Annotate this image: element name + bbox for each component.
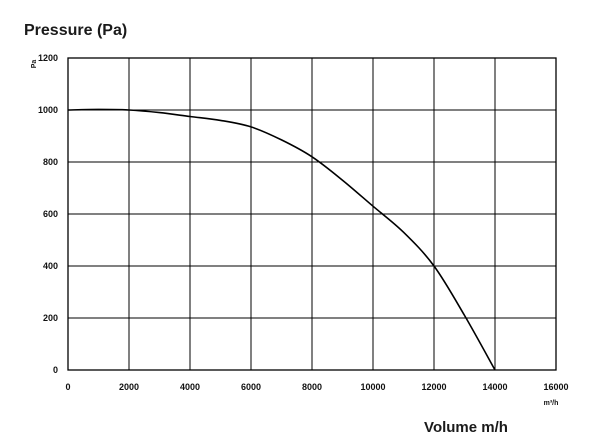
y-tick-label: 0 [53,365,58,375]
chart-title: Pressure (Pa) [24,22,127,39]
x-tick-label: 8000 [302,382,322,392]
x-axis-title: Volume m/h [424,419,508,436]
x-tick-label: 10000 [360,382,385,392]
y-axis-unit: Pa [31,60,38,69]
y-tick-label: 800 [43,157,58,167]
y-tick-label: 1200 [38,53,58,63]
x-axis: 0 2000 4000 6000 8000 10000 12000 14000 16000 [65,382,568,392]
x-tick-label: 12000 [421,382,446,392]
x-axis-unit: m³/h [544,400,559,407]
x-tick-label: 14000 [482,382,507,392]
x-tick-label: 0 [65,382,70,392]
y-tick-label: 1000 [38,105,58,115]
x-tick-label: 2000 [119,382,139,392]
y-tick-label: 400 [43,261,58,271]
pressure-curve-line [67,108,496,371]
series-layer [67,108,496,371]
y-axis: 0 200 400 600 800 1000 1200 [38,53,58,375]
x-tick-label: 4000 [180,382,200,392]
plot-frame [67,57,557,371]
y-tick-label: 200 [43,313,58,323]
y-tick-label: 600 [43,209,58,219]
grid [67,57,557,371]
x-tick-label: 16000 [543,382,568,392]
x-tick-label: 6000 [241,382,261,392]
